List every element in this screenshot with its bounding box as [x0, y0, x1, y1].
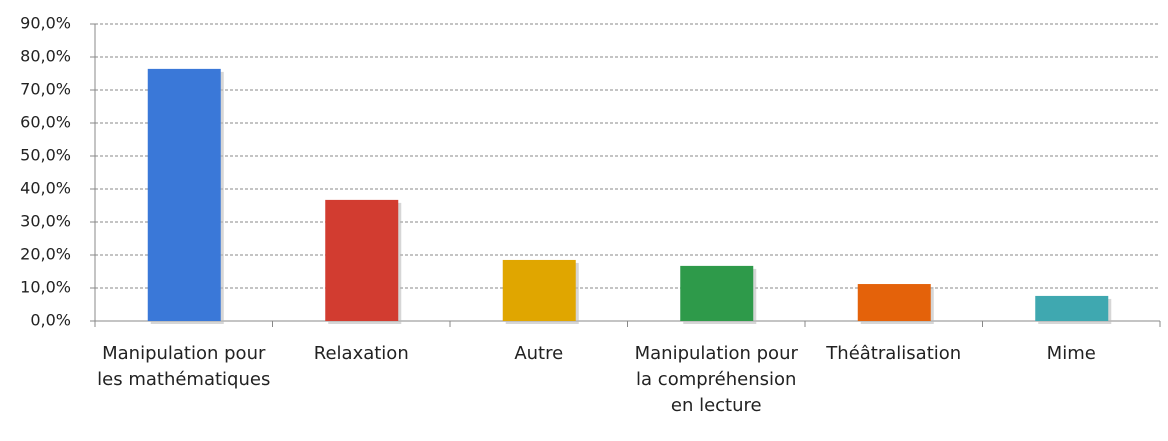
bar [857, 284, 931, 321]
bar [325, 199, 399, 321]
bar [680, 265, 754, 321]
y-tick-label: 80,0% [20, 47, 71, 66]
x-tick-label: Théâtralisation [826, 343, 962, 364]
bar [502, 259, 576, 321]
x-tick-label: Manipulation pour la compréhension en le… [634, 343, 798, 416]
x-tick-label: Relaxation [313, 343, 409, 364]
bar [1035, 295, 1109, 321]
y-tick-label: 10,0% [20, 278, 71, 297]
y-tick-label: 0,0% [30, 311, 71, 330]
x-tick-label: Mime [1046, 343, 1096, 364]
y-tick-label: 60,0% [20, 113, 71, 132]
y-tick-label: 40,0% [20, 179, 71, 198]
y-tick-label: 70,0% [20, 80, 71, 99]
x-tick-label: Manipulation pour les mathématiques [97, 343, 271, 390]
y-tick-label: 20,0% [20, 245, 71, 264]
bar [147, 68, 221, 321]
y-tick-label: 90,0% [20, 14, 71, 33]
y-tick-label: 30,0% [20, 212, 71, 231]
x-tick-label: Autre [514, 343, 564, 364]
y-tick-label: 50,0% [20, 146, 71, 165]
